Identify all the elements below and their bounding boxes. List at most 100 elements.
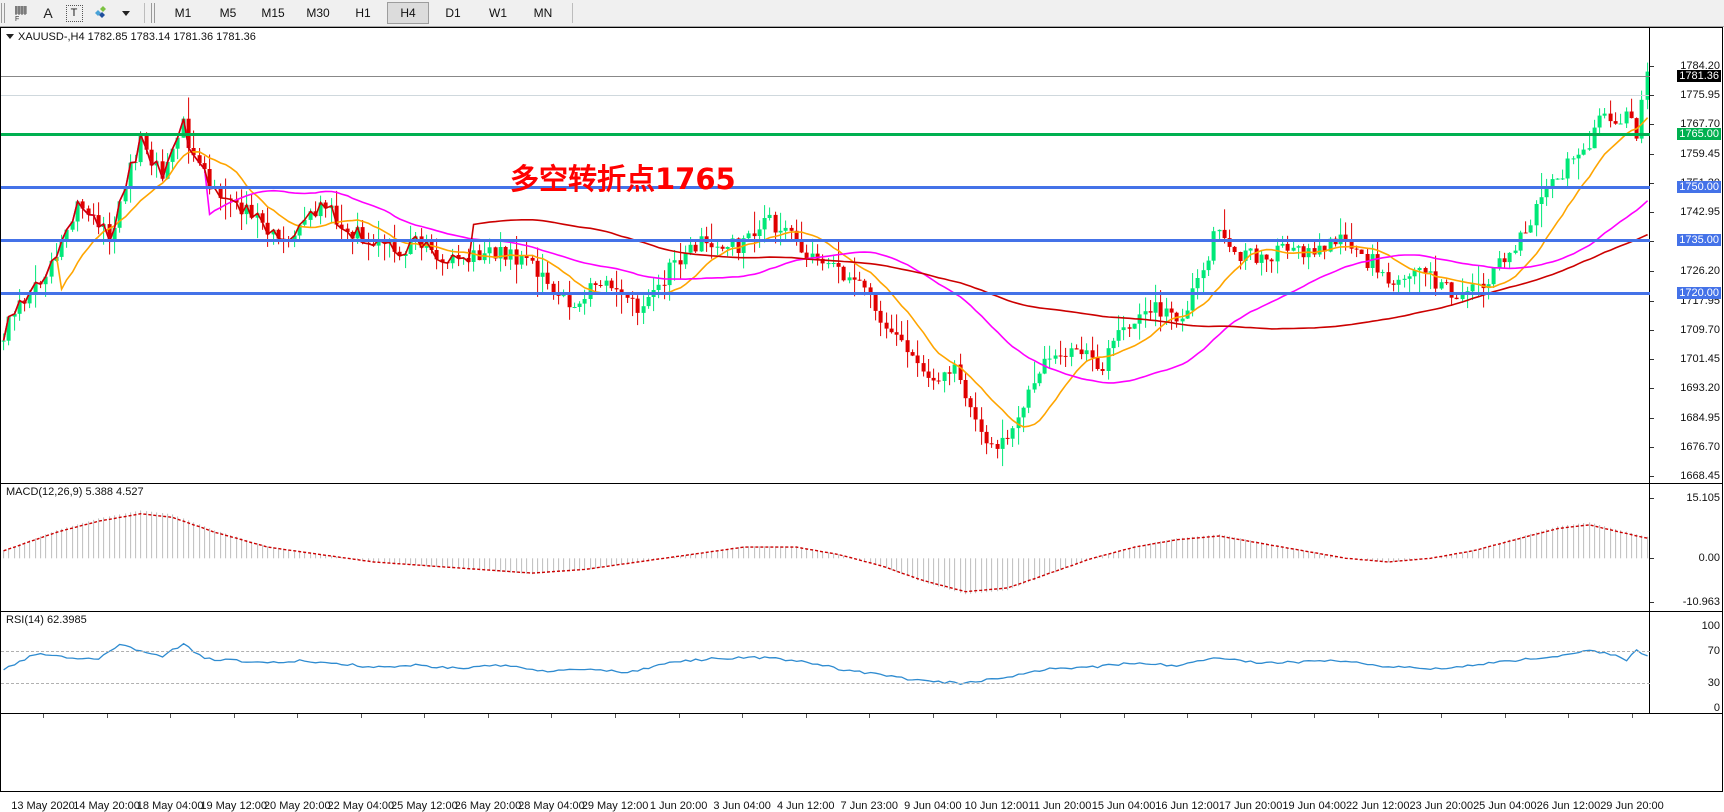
level-line-1720: [1, 291, 1650, 295]
rsi-series-canvas: [3, 642, 1648, 685]
time-tick-label: 20 May 20:00: [263, 800, 331, 812]
rsi-axis[interactable]: 100 70 30 0: [1649, 612, 1722, 714]
timeframe-w1[interactable]: W1: [489, 6, 507, 20]
timeframe-d1[interactable]: D1: [445, 6, 461, 20]
price-tick: [1650, 388, 1654, 390]
timeframe-h4[interactable]: H4: [387, 2, 429, 24]
time-tick: [1059, 714, 1061, 718]
macd-tick-label: 15.105: [1686, 492, 1720, 504]
price-tick: [1650, 153, 1654, 155]
price-tick: [1650, 476, 1654, 477]
price-tick-label: 1684.95: [1680, 411, 1720, 424]
rsi-panel[interactable]: RSI(14) 62.3985 100 70 30 0: [1, 612, 1722, 714]
timeframe-group: M1 M5 M15 M30 H1 H4 D1 W1 MN: [162, 2, 564, 24]
time-tick: [615, 714, 617, 718]
time-tick: [487, 714, 489, 718]
time-tick: [1187, 714, 1189, 718]
macd-tick-label: -10.963: [1682, 596, 1720, 608]
price-tick-label: 1742.95: [1680, 206, 1720, 219]
label-tool-icon[interactable]: T: [61, 1, 87, 25]
timeframe-drag-handle[interactable]: [151, 3, 157, 23]
level-tag-1765-00: 1765.00: [1677, 128, 1721, 140]
rsi-tick-label: 0: [1713, 702, 1720, 714]
price-tick: [1650, 271, 1654, 273]
timeframe-h1[interactable]: H1: [355, 6, 371, 20]
macd-plot-area[interactable]: [1, 484, 1650, 611]
time-tick-label: 29 Jun 20:00: [1600, 800, 1664, 812]
timeframe-m5[interactable]: M5: [219, 6, 237, 20]
macd-tick: [1650, 558, 1654, 560]
time-tick: [1377, 714, 1379, 718]
price-tick-label: 1775.95: [1680, 89, 1720, 102]
level-tag-1750-00: 1750.00: [1677, 181, 1721, 194]
time-tick: [742, 714, 744, 718]
macd-panel[interactable]: MACD(12,26,9) 5.388 4.527 15.105 0.00 -10.…: [1, 484, 1722, 612]
level-tag-1735-00: 1735.00: [1677, 234, 1721, 247]
macd-tick-label: 0.00: [1698, 552, 1720, 565]
timeframe-m15[interactable]: M15: [261, 6, 285, 20]
price-tick: [1650, 124, 1654, 126]
time-tick-label: 3 Jun 04:00: [713, 800, 771, 812]
current-price-line: [1, 76, 1650, 78]
timeframe-m1[interactable]: M1: [174, 6, 192, 20]
timeframe-m30[interactable]: M30: [306, 6, 330, 20]
time-tick-label: 15 Jun 04:00: [1091, 800, 1156, 812]
toolbar-separator: [144, 3, 145, 23]
price-plot-area[interactable]: 多空转折点1765: [1, 28, 1650, 483]
current-price-tag: 1781.36: [1677, 70, 1721, 83]
price-tick-label: 1676.70: [1680, 440, 1720, 453]
chart-frame: XAUUSD-,H4 1782.85 1783.14 1781.36 1781.…: [0, 27, 1723, 812]
crosshair-icon[interactable]: F: [9, 1, 35, 25]
rsi-level-70: [1, 650, 1650, 652]
toolbar-drag-handle[interactable]: [1, 3, 7, 23]
level-line-1765: [1, 132, 1650, 136]
time-tick-label: 16 Jun 12:00: [1155, 800, 1219, 812]
label-tool-glyph: T: [65, 4, 83, 22]
price-tick-label: 1767.70: [1680, 118, 1720, 131]
symbol-header[interactable]: XAUUSD-,H4 1782.85 1783.14 1781.36 1781.…: [6, 31, 256, 43]
time-tick: [233, 714, 235, 718]
time-tick: [1314, 714, 1316, 718]
macd-label: MACD(12,26,9) 5.388 4.527: [6, 486, 144, 498]
timeframe-mn[interactable]: MN: [533, 6, 553, 20]
grid-line: [1, 95, 1650, 97]
price-tick-label: 1693.20: [1680, 382, 1720, 395]
time-tick-label: 22 May 04:00: [327, 800, 395, 812]
time-tick-label: 4 Jun 12:00: [776, 800, 835, 812]
time-tick: [551, 714, 553, 718]
time-tick: [1568, 714, 1570, 718]
time-tick: [805, 714, 807, 718]
time-tick: [1441, 714, 1443, 718]
price-tick: [1650, 182, 1654, 184]
price-tick: [1650, 66, 1654, 67]
price-tick-label: 1709.70: [1680, 323, 1720, 336]
shapes-tool-icon[interactable]: [87, 1, 113, 25]
price-tick-label: 1701.45: [1680, 353, 1720, 366]
time-tick: [1123, 714, 1125, 718]
macd-axis[interactable]: 15.105 0.00 -10.963: [1649, 484, 1722, 611]
time-axis[interactable]: 13 May 2020 14 May 20:00 18 May 04:00 19 Ma…: [1, 714, 1722, 812]
main-toolbar: F A T M1 M5 M15 M30 H1 H4 D1 W1 MN: [0, 0, 1724, 27]
time-tick: [360, 714, 362, 718]
price-panel[interactable]: XAUUSD-,H4 1782.85 1783.14 1781.36 1781.…: [1, 28, 1722, 484]
rsi-tick-label: 100: [1701, 620, 1720, 632]
time-tick-label: 19 Jun 04:00: [1282, 800, 1346, 812]
text-tool-icon[interactable]: A: [43, 5, 53, 21]
time-tick-label: 13 May 2020: [11, 800, 75, 812]
price-tick: [1650, 446, 1654, 448]
rsi-tick-label: 30: [1707, 677, 1720, 690]
time-tick-label: 29 May 12:00: [581, 800, 649, 812]
rsi-label: RSI(14) 62.3985: [6, 614, 87, 626]
time-tick: [1632, 714, 1633, 718]
price-axis[interactable]: 1784.201775.951767.701759.451751.201742.…: [1649, 28, 1722, 483]
svg-text:F: F: [15, 16, 19, 22]
time-tick-label: 25 Jun 04:00: [1473, 800, 1537, 812]
price-tick-label: 1668.45: [1680, 470, 1720, 482]
time-tick-label: 10 Jun 12:00: [964, 800, 1029, 812]
time-tick: [43, 714, 44, 718]
price-tick: [1650, 300, 1654, 302]
price-tick: [1650, 329, 1654, 331]
rsi-plot-area[interactable]: [1, 612, 1650, 713]
time-tick: [869, 714, 871, 718]
shapes-dropdown-button[interactable]: [113, 1, 139, 25]
